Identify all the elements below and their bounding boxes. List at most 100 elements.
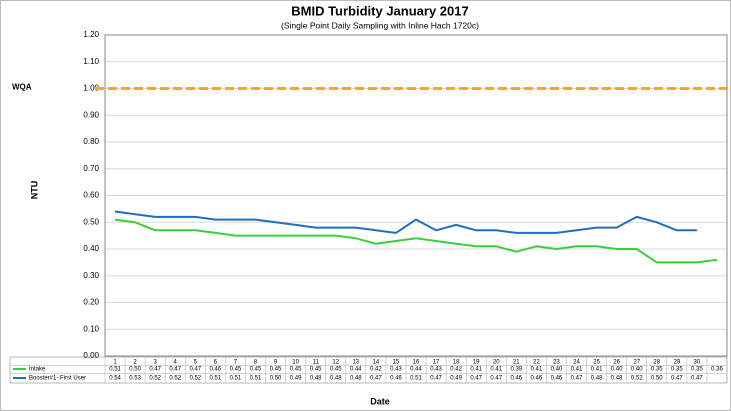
table-value: 0.45 [310, 367, 322, 373]
table-value: 0.45 [330, 367, 342, 373]
table-value: 0.48 [350, 376, 362, 382]
table-value: 0.45 [250, 367, 262, 373]
table-value: 0.40 [631, 367, 643, 373]
chart-subtitle: (Single Point Daily Sampling with Inline… [281, 20, 479, 30]
table-value: 0.45 [230, 367, 242, 373]
x-tick-label: 11 [313, 360, 320, 366]
table-value: 0.35 [651, 367, 663, 373]
table-value: 0.46 [531, 376, 543, 382]
table-value: 0.45 [290, 367, 302, 373]
threshold-label: WQA [12, 83, 32, 92]
table-value: 0.41 [571, 367, 583, 373]
chart-title: BMID Turbidity January 2017 [291, 3, 468, 18]
legend-label: Booster#1- First User [29, 376, 86, 382]
x-tick-label: 27 [633, 360, 640, 366]
legend-label: Intake [29, 367, 46, 373]
table-value: 0.42 [370, 367, 382, 373]
x-tick-label: 16 [413, 360, 420, 366]
table-value: 0.50 [129, 367, 141, 373]
table-value: 0.43 [430, 367, 442, 373]
x-tick-label: 1 [113, 360, 117, 366]
x-tick-label: 6 [214, 360, 218, 366]
y-tick-label: 0.60 [83, 191, 99, 200]
table-value: 0.36 [711, 367, 723, 373]
x-tick-label: 13 [352, 360, 359, 366]
table-value: 0.42 [450, 367, 462, 373]
x-tick-label: 28 [653, 360, 660, 366]
x-tick-label: 15 [393, 360, 400, 366]
x-tick-label: 21 [513, 360, 520, 366]
x-tick-label: 30 [694, 360, 701, 366]
table-value: 0.47 [370, 376, 382, 382]
table-value: 0.52 [169, 376, 181, 382]
table-value: 0.48 [611, 376, 623, 382]
y-tick-label: 0.50 [83, 217, 99, 226]
table-value: 0.46 [390, 376, 402, 382]
y-tick-label: 0.40 [83, 244, 99, 253]
table-value: 0.51 [210, 376, 222, 382]
table-value: 0.41 [531, 367, 543, 373]
table-value: 0.50 [270, 376, 282, 382]
series-line [114, 218, 718, 264]
table-value: 0.47 [571, 376, 583, 382]
y-tick-label: 0.00 [83, 351, 99, 360]
y-tick-label: 0.80 [83, 137, 99, 146]
table-value: 0.47 [671, 376, 683, 382]
x-tick-label: 18 [453, 360, 460, 366]
table-value: 0.50 [651, 376, 663, 382]
x-axis-label: Date [370, 396, 390, 406]
x-tick-label: 12 [332, 360, 339, 366]
table-value: 0.52 [149, 376, 161, 382]
x-tick-label: 23 [553, 360, 560, 366]
table-value: 0.54 [109, 376, 121, 382]
y-tick-label: 0.20 [83, 298, 99, 307]
table-value: 0.43 [390, 367, 402, 373]
y-axis-label: NTU [29, 181, 39, 200]
table-value: 0.52 [631, 376, 643, 382]
table-value: 0.39 [510, 367, 522, 373]
x-tick-label: 8 [254, 360, 258, 366]
x-tick-label: 17 [433, 360, 440, 366]
y-tick-label: 0.30 [83, 271, 99, 280]
y-tick-label: 1.00 [83, 84, 99, 93]
table-value: 0.41 [591, 367, 603, 373]
table-value: 0.47 [691, 376, 703, 382]
table-value: 0.51 [410, 376, 422, 382]
y-tick-label: 0.10 [83, 324, 99, 333]
x-tick-label: 25 [593, 360, 600, 366]
x-tick-label: 9 [274, 360, 278, 366]
table-value: 0.47 [169, 367, 181, 373]
table-value: 0.47 [470, 376, 482, 382]
table-value: 0.52 [189, 376, 201, 382]
table-value: 0.49 [450, 376, 462, 382]
x-tick-label: 26 [613, 360, 620, 366]
series-line [114, 210, 697, 234]
x-tick-label: 7 [234, 360, 238, 366]
table-value: 0.46 [210, 367, 222, 373]
plot-area [104, 34, 728, 357]
table-value: 0.46 [551, 376, 563, 382]
table-value: 0.48 [591, 376, 603, 382]
table-value: 0.47 [490, 376, 502, 382]
table-value: 0.40 [551, 367, 563, 373]
x-tick-label: 29 [673, 360, 680, 366]
table-value: 0.48 [330, 376, 342, 382]
y-tick-label: 1.20 [83, 30, 99, 39]
table-value: 0.47 [430, 376, 442, 382]
table-value: 0.41 [470, 367, 482, 373]
y-tick-label: 0.70 [83, 164, 99, 173]
table-value: 0.44 [410, 367, 422, 373]
table-value: 0.49 [290, 376, 302, 382]
table-value: 0.44 [350, 367, 362, 373]
table-value: 0.51 [230, 376, 242, 382]
x-tick-label: 24 [573, 360, 580, 366]
table-value: 0.46 [510, 376, 522, 382]
x-tick-label: 2 [133, 360, 137, 366]
table-value: 0.40 [611, 367, 623, 373]
x-tick-label: 14 [373, 360, 380, 366]
x-tick-label: 10 [292, 360, 299, 366]
y-tick-label: 1.10 [83, 57, 99, 66]
table-value: 0.35 [671, 367, 683, 373]
table-value: 0.48 [310, 376, 322, 382]
